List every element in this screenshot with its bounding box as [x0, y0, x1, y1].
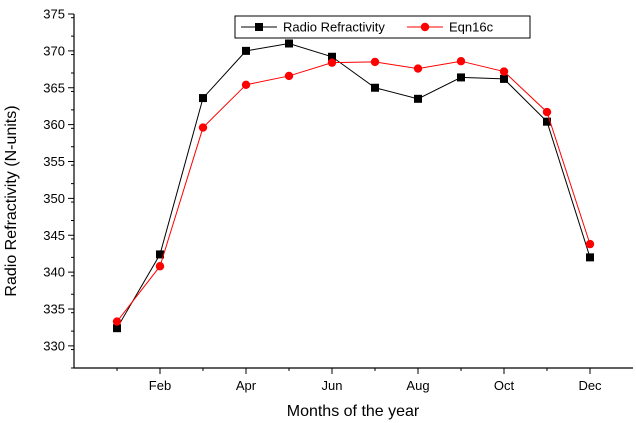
data-point — [414, 94, 422, 103]
x-tick-label: Apr — [236, 378, 257, 393]
data-point — [500, 74, 508, 83]
axes: 330 335 340 345 350 355 360 365 370 375 Feb Apr Jun A… — [43, 7, 633, 393]
y-tick-label: 330 — [43, 338, 65, 353]
data-point — [499, 67, 509, 76]
x-tick-label: Dec — [578, 378, 602, 393]
data-point — [542, 107, 552, 117]
legend-marker — [255, 23, 263, 31]
data-point — [199, 94, 207, 103]
y-tick-label: 370 — [43, 43, 65, 58]
x-tick-label: Oct — [494, 378, 515, 393]
y-tick-label: 340 — [43, 265, 65, 280]
data-point — [371, 83, 379, 92]
y-tick-label: 350 — [43, 191, 65, 206]
data-point — [242, 46, 250, 55]
y-tick-label: 355 — [43, 154, 65, 169]
data-point — [112, 317, 122, 326]
legend: Radio Refractivity Eqn16c — [234, 15, 531, 39]
data-point — [370, 57, 380, 67]
series-line — [116, 42, 591, 329]
data-point — [456, 57, 466, 66]
data-point — [198, 123, 208, 132]
data-point — [585, 239, 595, 249]
x-tick-label: Jun — [322, 378, 343, 393]
data-point — [284, 71, 294, 81]
data-point — [328, 52, 336, 61]
x-tick-label: Feb — [149, 378, 171, 393]
data-point — [457, 73, 465, 82]
y-tick-label: 345 — [43, 228, 65, 243]
series-line — [116, 60, 591, 322]
data-point — [113, 324, 121, 333]
data-point — [586, 253, 594, 262]
legend-marker — [420, 22, 430, 32]
y-tick-label: 365 — [43, 80, 65, 95]
plot-area — [112, 39, 595, 333]
data-point — [241, 80, 251, 90]
data-point — [327, 58, 337, 67]
data-point — [285, 39, 293, 48]
y-axis-title: Radio Refractivity (N-units) — [3, 105, 20, 296]
data-point — [413, 64, 423, 73]
legend-label: Radio Refractivity — [283, 20, 385, 35]
x-axis-title: Months of the year — [287, 403, 420, 420]
series-2 — [112, 57, 595, 326]
y-tick-label: 335 — [43, 302, 65, 317]
data-point — [543, 117, 551, 126]
data-point — [156, 250, 164, 259]
data-point — [155, 262, 165, 271]
x-tick-label: Aug — [406, 378, 429, 393]
y-tick-label: 375 — [43, 7, 65, 22]
series-1 — [113, 39, 594, 333]
legend-box — [234, 15, 531, 39]
legend-label: Eqn16c — [449, 20, 494, 35]
y-tick-label: 360 — [43, 117, 65, 132]
